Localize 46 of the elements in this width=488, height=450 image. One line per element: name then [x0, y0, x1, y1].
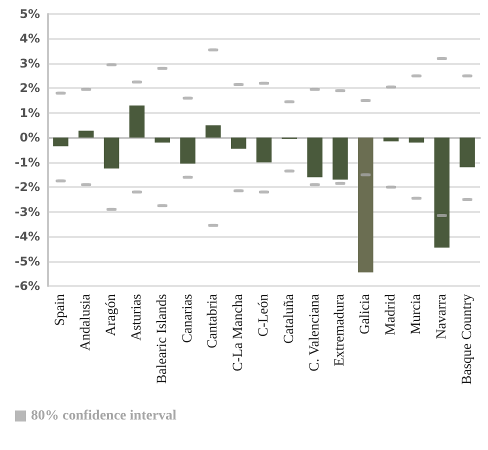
y-tick-label: -3% — [14, 204, 40, 219]
x-tick-label: Navarra — [434, 293, 450, 340]
bar — [230, 138, 246, 149]
y-tick-label: -1% — [14, 155, 40, 170]
y-tick-label: -5% — [14, 254, 40, 268]
y-tick-label: 4% — [20, 32, 40, 46]
bar — [383, 138, 399, 142]
bar — [460, 138, 475, 168]
x-tick-label: C-La Mancha — [231, 293, 246, 372]
legend-label: 80% confidence interval — [31, 408, 177, 424]
x-tick-label: Spain — [53, 294, 68, 326]
bar — [180, 138, 196, 164]
bar — [256, 138, 272, 162]
bar — [78, 130, 94, 138]
y-tick-label: -4% — [14, 230, 40, 244]
x-tick-label: Extremadura — [332, 293, 348, 366]
x-tick-label: Galicia — [358, 293, 374, 334]
x-tick-label: Madrid — [384, 294, 399, 336]
bar — [154, 138, 170, 143]
x-tick-label: Cantabria — [206, 293, 221, 348]
bar — [434, 138, 450, 248]
x-tick-label: Murcia — [408, 293, 424, 334]
bar — [129, 105, 145, 138]
y-tick-label: 5% — [20, 7, 40, 21]
x-tick-label: Asturias — [129, 294, 144, 341]
bar — [408, 138, 424, 143]
x-tick-label: Basque Country — [460, 294, 475, 385]
y-tick-label: 3% — [20, 56, 40, 70]
bar — [206, 125, 221, 138]
x-tick-label: Canarias — [180, 294, 196, 343]
bar — [358, 138, 374, 272]
y-tick-label: -2% — [14, 180, 40, 194]
x-tick-label: Balearic Islands — [154, 294, 170, 384]
y-tick-label: 1% — [20, 106, 40, 120]
x-tick-label: Andalusia — [78, 293, 94, 351]
bar — [332, 138, 348, 180]
y-tick-label: 0% — [20, 130, 40, 145]
bar — [104, 138, 120, 169]
x-tick-label: Aragón — [104, 294, 120, 336]
y-tick-label: 2% — [20, 81, 40, 96]
bar — [53, 138, 68, 146]
bar — [307, 138, 322, 178]
y-tick-label: -6% — [14, 279, 40, 293]
x-tick-label: C-León — [256, 294, 272, 337]
x-tick-label: Cataluña — [282, 293, 297, 344]
x-tick-label: C. Valenciana — [307, 293, 322, 372]
